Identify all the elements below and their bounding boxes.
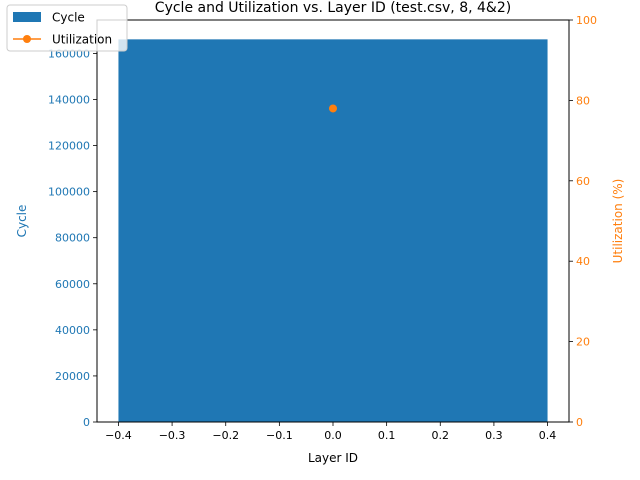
- x-tick-label: 0.0: [324, 429, 342, 442]
- legend: Cycle Utilization: [6, 4, 128, 52]
- x-tick-label: −0.2: [212, 429, 239, 442]
- x-tick-label: −0.4: [105, 429, 132, 442]
- y-right-tick-label: 80: [576, 94, 590, 107]
- y-right-tick-label: 0: [576, 416, 583, 429]
- lines-layer: [329, 104, 337, 113]
- chart-title: Cycle and Utilization vs. Layer ID (test…: [155, 0, 511, 16]
- y-left-tick-label: 140000: [48, 93, 90, 106]
- legend-label-utilization: Utilization: [52, 33, 112, 47]
- x-tick-label: −0.3: [159, 429, 186, 442]
- y-right-tick-label: 100: [576, 14, 597, 27]
- bars-layer: [118, 39, 548, 422]
- y-left-tick-label: 100000: [48, 186, 90, 199]
- y-left-tick-label: 80000: [55, 232, 90, 245]
- x-axis-label: Layer ID: [308, 451, 358, 465]
- y-axis-right: 0 20 40 60 80 100: [569, 14, 597, 429]
- bar-cycle: [118, 39, 548, 422]
- x-axis: −0.4 −0.3 −0.2 −0.1 0.0 0.1 0.2 0.3 0.4: [105, 422, 556, 442]
- point-utilization: [329, 104, 337, 113]
- x-tick-label: 0.1: [378, 429, 396, 442]
- y-right-tick-label: 40: [576, 255, 590, 268]
- x-tick-label: −0.1: [266, 429, 293, 442]
- x-tick-label: 0.2: [432, 429, 450, 442]
- y-left-tick-label: 20000: [55, 370, 90, 383]
- y-axis-right-label: Utilization (%): [611, 179, 625, 264]
- legend-label-cycle: Cycle: [52, 11, 85, 25]
- x-tick-label: 0.3: [485, 429, 503, 442]
- y-left-tick-label: 0: [83, 416, 90, 429]
- y-right-tick-label: 20: [576, 336, 590, 349]
- y-axis-left-label: Cycle: [15, 205, 29, 238]
- y-axis-left: 0200004000060000800001000001200001400001…: [48, 47, 97, 429]
- x-tick-label: 0.4: [539, 429, 557, 442]
- legend-swatch-cycle: [13, 12, 41, 22]
- y-left-tick-label: 120000: [48, 140, 90, 153]
- y-left-tick-label: 40000: [55, 324, 90, 337]
- y-left-tick-label: 60000: [55, 278, 90, 291]
- y-right-tick-label: 60: [576, 175, 590, 188]
- legend-marker-utilization: [23, 35, 31, 43]
